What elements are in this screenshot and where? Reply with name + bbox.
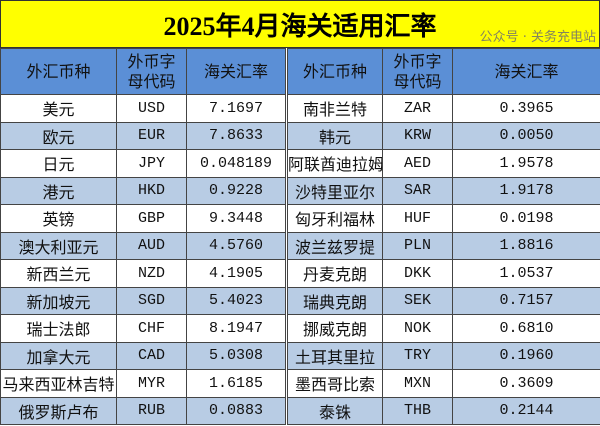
customs-rate-cell: 0.3965 — [452, 94, 600, 123]
currency-code-cell: THB — [382, 396, 453, 425]
customs-rate-cell: 1.9178 — [452, 176, 600, 205]
currency-code-cell: AED — [382, 149, 453, 178]
currency-name-cell: 港元 — [0, 176, 117, 205]
currency-code-cell: NOK — [382, 314, 453, 343]
customs-rate-cell: 4.1905 — [186, 259, 288, 288]
currency-name-cell: 日元 — [0, 149, 117, 178]
table-row: 港元 HKD 0.9228 沙特里亚尔 SAR 1.9178 — [0, 176, 600, 205]
currency-name-cell: 波兰兹罗提 — [286, 231, 383, 260]
table-row: 英镑 GBP 9.3448 匈牙利福林 HUF 0.0198 — [0, 204, 600, 233]
exchange-rate-table: 外汇币种 外币字母代码 海关汇率 外汇币种 外币字母代码 海关汇率 美元 USD 7.1697… — [0, 48, 600, 425]
currency-name-cell: 沙特里亚尔 — [286, 176, 383, 205]
currency-code-cell: RUB — [116, 396, 187, 425]
table-row: 新加坡元 SGD 5.4023 瑞典克朗 SEK 0.7157 — [0, 286, 600, 315]
currency-name-cell: 俄罗斯卢布 — [0, 396, 117, 425]
customs-rate-cell: 5.4023 — [186, 286, 288, 315]
table-row: 加拿大元 CAD 5.0308 土耳其里拉 TRY 0.1960 — [0, 341, 600, 370]
currency-code-cell: KRW — [382, 121, 453, 150]
currency-code-cell: USD — [116, 94, 187, 123]
currency-name-cell: 土耳其里拉 — [286, 341, 383, 370]
customs-rate-cell: 1.6185 — [186, 369, 288, 398]
currency-code-cell: HUF — [382, 204, 453, 233]
table-row: 新西兰元 NZD 4.1905 丹麦克朗 DKK 1.0537 — [0, 259, 600, 288]
customs-rate-cell: 0.3609 — [452, 369, 600, 398]
currency-name-cell: 丹麦克朗 — [286, 259, 383, 288]
customs-rate-cell: 1.8816 — [452, 231, 600, 260]
currency-code-cell: CAD — [116, 341, 187, 370]
currency-code-cell: PLN — [382, 231, 453, 260]
currency-name-cell: 新加坡元 — [0, 286, 117, 315]
customs-rate-cell: 0.048189 — [186, 149, 288, 178]
currency-name-cell: 欧元 — [0, 121, 117, 150]
customs-rate-cell: 0.6810 — [452, 314, 600, 343]
currency-name-cell: 美元 — [0, 94, 117, 123]
table-row: 日元 JPY 0.048189 阿联酋迪拉姆 AED 1.9578 — [0, 149, 600, 178]
currency-name-cell: 匈牙利福林 — [286, 204, 383, 233]
customs-rate-cell: 8.1947 — [186, 314, 288, 343]
currency-code-cell: DKK — [382, 259, 453, 288]
table-row: 俄罗斯卢布 RUB 0.0883 泰铢 THB 0.2144 — [0, 396, 600, 425]
customs-rate-cell: 0.7157 — [452, 286, 600, 315]
currency-name-cell: 墨西哥比索 — [286, 369, 383, 398]
table-row: 瑞士法郎 CHF 8.1947 挪威克朗 NOK 0.6810 — [0, 314, 600, 343]
currency-name-cell: 澳大利亚元 — [0, 231, 117, 260]
column-header: 海关汇率 — [452, 48, 600, 95]
currency-code-cell: JPY — [116, 149, 187, 178]
currency-code-cell: ZAR — [382, 94, 453, 123]
customs-rate-cell: 5.0308 — [186, 341, 288, 370]
currency-code-cell: CHF — [116, 314, 187, 343]
customs-rate-cell: 0.0050 — [452, 121, 600, 150]
column-header: 外汇币种 — [0, 48, 117, 95]
currency-name-cell: 加拿大元 — [0, 341, 117, 370]
table-row: 欧元 EUR 7.8633 韩元 KRW 0.0050 — [0, 121, 600, 150]
customs-rate-cell: 0.1960 — [452, 341, 600, 370]
table-row: 马来西亚林吉特 MYR 1.6185 墨西哥比索 MXN 0.3609 — [0, 369, 600, 398]
table-row: 美元 USD 7.1697 南非兰特 ZAR 0.3965 — [0, 94, 600, 123]
page-title: 2025年4月海关适用汇率 — [0, 0, 600, 48]
currency-name-cell: 马来西亚林吉特 — [0, 369, 117, 398]
currency-code-cell: AUD — [116, 231, 187, 260]
customs-rate-cell: 9.3448 — [186, 204, 288, 233]
customs-rate-cell: 0.0198 — [452, 204, 600, 233]
currency-name-cell: 泰铢 — [286, 396, 383, 425]
column-header: 海关汇率 — [186, 48, 288, 95]
currency-code-cell: EUR — [116, 121, 187, 150]
customs-rate-cell: 0.2144 — [452, 396, 600, 425]
currency-name-cell: 新西兰元 — [0, 259, 117, 288]
currency-code-cell: HKD — [116, 176, 187, 205]
customs-rate-cell: 7.1697 — [186, 94, 288, 123]
currency-name-cell: 韩元 — [286, 121, 383, 150]
customs-rate-cell: 1.0537 — [452, 259, 600, 288]
currency-code-cell: SGD — [116, 286, 187, 315]
column-header: 外币字母代码 — [116, 48, 187, 95]
currency-name-cell: 瑞典克朗 — [286, 286, 383, 315]
currency-name-cell: 挪威克朗 — [286, 314, 383, 343]
currency-code-cell: TRY — [382, 341, 453, 370]
customs-rate-cell: 4.5760 — [186, 231, 288, 260]
column-header: 外汇币种 — [286, 48, 383, 95]
column-header: 外币字母代码 — [382, 48, 453, 95]
customs-rate-cell: 1.9578 — [452, 149, 600, 178]
customs-rate-cell: 0.0883 — [186, 396, 288, 425]
currency-code-cell: MXN — [382, 369, 453, 398]
header-row: 外汇币种 外币字母代码 海关汇率 外汇币种 外币字母代码 海关汇率 — [0, 48, 600, 95]
watermark: 公众号 · 关务充电站 — [479, 30, 596, 45]
currency-name-cell: 南非兰特 — [286, 94, 383, 123]
currency-name-cell: 瑞士法郎 — [0, 314, 117, 343]
currency-code-cell: SAR — [382, 176, 453, 205]
currency-code-cell: NZD — [116, 259, 187, 288]
currency-name-cell: 阿联酋迪拉姆 — [286, 149, 383, 178]
currency-code-cell: SEK — [382, 286, 453, 315]
currency-code-cell: GBP — [116, 204, 187, 233]
table-row: 澳大利亚元 AUD 4.5760 波兰兹罗提 PLN 1.8816 — [0, 231, 600, 260]
currency-name-cell: 英镑 — [0, 204, 117, 233]
currency-code-cell: MYR — [116, 369, 187, 398]
customs-rate-cell: 0.9228 — [186, 176, 288, 205]
customs-rate-cell: 7.8633 — [186, 121, 288, 150]
